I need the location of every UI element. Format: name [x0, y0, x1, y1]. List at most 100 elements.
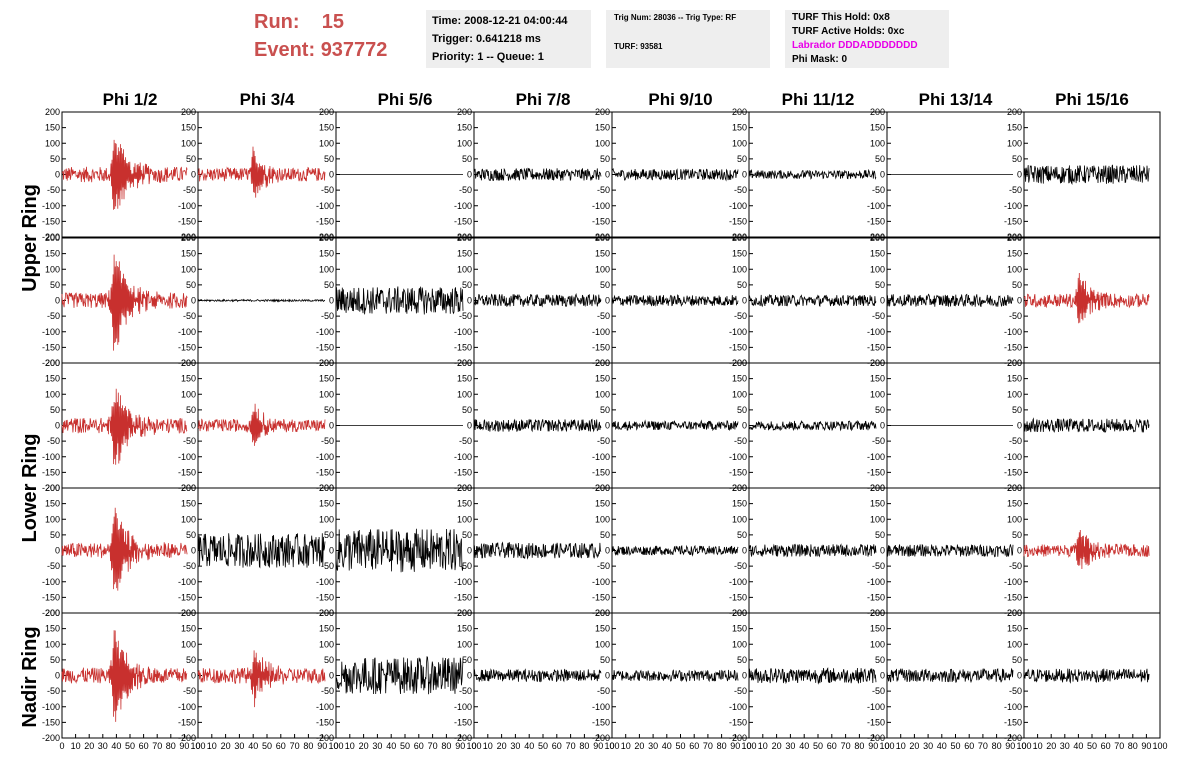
y-tick-label: -150 — [592, 216, 610, 226]
y-tick-label: -100 — [867, 452, 885, 462]
y-tick-label: 50 — [186, 280, 196, 290]
x-tick-label: 30 — [785, 741, 795, 751]
y-tick-label: 100 — [595, 138, 610, 148]
y-tick-label: 200 — [319, 483, 334, 493]
y-tick-label: -50 — [47, 561, 60, 571]
y-tick-label: -150 — [454, 717, 472, 727]
y-tick-label: 100 — [870, 264, 885, 274]
y-tick-label: 150 — [319, 624, 334, 634]
x-tick-label: 90 — [730, 741, 740, 751]
ring-label-2: Lower Ring — [19, 434, 41, 543]
y-tick-label: 50 — [600, 154, 610, 164]
y-tick-label: 0 — [191, 546, 196, 556]
y-tick-label: 50 — [324, 530, 334, 540]
y-tick-label: -100 — [729, 702, 747, 712]
y-tick-label: 0 — [329, 170, 334, 180]
column-header-8: Phi 15/16 — [1055, 90, 1129, 109]
y-tick-label: -50 — [183, 436, 196, 446]
y-tick-label: -100 — [592, 327, 610, 337]
x-tick-label: 100 — [1016, 741, 1031, 751]
y-tick-label: 0 — [55, 170, 60, 180]
y-tick-label: 0 — [880, 546, 885, 556]
y-tick-label: 50 — [1012, 405, 1022, 415]
y-tick-label: 100 — [181, 389, 196, 399]
y-tick-label: -150 — [178, 467, 196, 477]
x-tick-label: 60 — [139, 741, 149, 751]
y-tick-label: -200 — [867, 733, 885, 743]
run-event-header: Run: 15 Event: 937772 — [254, 8, 387, 64]
y-tick-label: -50 — [1009, 311, 1022, 321]
y-tick-label: -150 — [1004, 467, 1022, 477]
y-tick-label: -50 — [459, 311, 472, 321]
y-tick-label: 200 — [457, 233, 472, 243]
y-tick-label: -50 — [1009, 436, 1022, 446]
y-tick-label: 100 — [595, 514, 610, 524]
x-tick-label: 10 — [483, 741, 493, 751]
x-tick-label: 0 — [59, 741, 64, 751]
waveform-r2-c2 — [197, 298, 326, 303]
waveform-r3-c6 — [748, 420, 877, 432]
y-tick-label: 200 — [181, 358, 196, 368]
y-tick-label: 150 — [1007, 499, 1022, 509]
time-trigger-box: Time: 2008-12-21 04:00:44 Trigger: 0.641… — [426, 10, 591, 68]
y-tick-label: -50 — [872, 311, 885, 321]
y-tick-label: 0 — [55, 296, 60, 306]
y-tick-label: 150 — [457, 123, 472, 133]
waveform-r2-c6 — [748, 294, 877, 308]
y-tick-label: -150 — [1004, 717, 1022, 727]
x-tick-label: 80 — [579, 741, 589, 751]
y-tick-label: 200 — [457, 107, 472, 117]
x-tick-label: 0 — [609, 741, 614, 751]
x-tick-label: 10 — [896, 741, 906, 751]
y-tick-label: 200 — [595, 608, 610, 618]
y-tick-label: -50 — [734, 311, 747, 321]
y-tick-label: -100 — [1004, 702, 1022, 712]
y-tick-label: 50 — [1012, 154, 1022, 164]
y-tick-label: -200 — [42, 608, 60, 618]
y-tick-label: 150 — [595, 374, 610, 384]
x-tick-label: 10 — [758, 741, 768, 751]
y-tick-label: -100 — [316, 327, 334, 337]
y-tick-label: 50 — [462, 280, 472, 290]
y-tick-label: 200 — [45, 483, 60, 493]
y-tick-label: 50 — [1012, 655, 1022, 665]
time-text: Time: 2008-12-21 04:00:44 — [432, 15, 568, 27]
y-tick-label: 50 — [462, 655, 472, 665]
y-tick-label: 200 — [732, 233, 747, 243]
y-tick-label: -150 — [729, 717, 747, 727]
waveform-r4-c7 — [886, 543, 1014, 558]
y-tick-label: 100 — [870, 514, 885, 524]
y-tick-label: 150 — [1007, 123, 1022, 133]
waveform-r5-c6 — [748, 667, 877, 685]
y-tick-label: -150 — [1004, 342, 1022, 352]
column-header-7: Phi 13/14 — [919, 90, 993, 109]
event-value: 937772 — [320, 39, 388, 61]
y-tick-label: 0 — [191, 170, 196, 180]
x-tick-label: 80 — [1128, 741, 1138, 751]
y-tick-label: -200 — [178, 232, 196, 242]
waveform-r2-c5 — [611, 294, 739, 307]
y-tick-label: -100 — [1004, 201, 1022, 211]
y-tick-label: 50 — [462, 405, 472, 415]
y-tick-label: 0 — [191, 296, 196, 306]
y-tick-label: 150 — [319, 123, 334, 133]
x-tick-label: 30 — [234, 741, 244, 751]
y-tick-label: -100 — [316, 452, 334, 462]
waveform-r4-c5 — [611, 544, 739, 557]
y-tick-label: -50 — [47, 686, 60, 696]
y-tick-label: -200 — [729, 733, 747, 743]
y-tick-label: 100 — [1007, 138, 1022, 148]
y-tick-label: 200 — [595, 483, 610, 493]
y-tick-label: -100 — [729, 327, 747, 337]
y-tick-label: 150 — [732, 624, 747, 634]
y-tick-label: -100 — [1004, 327, 1022, 337]
y-tick-label: 100 — [181, 514, 196, 524]
y-tick-label: 0 — [467, 671, 472, 681]
x-tick-label: 90 — [317, 741, 327, 751]
y-tick-label: -150 — [178, 342, 196, 352]
y-tick-label: 100 — [45, 138, 60, 148]
y-tick-label: 0 — [55, 671, 60, 681]
y-tick-label: -150 — [454, 467, 472, 477]
x-tick-label: 30 — [923, 741, 933, 751]
y-tick-label: 100 — [1007, 639, 1022, 649]
